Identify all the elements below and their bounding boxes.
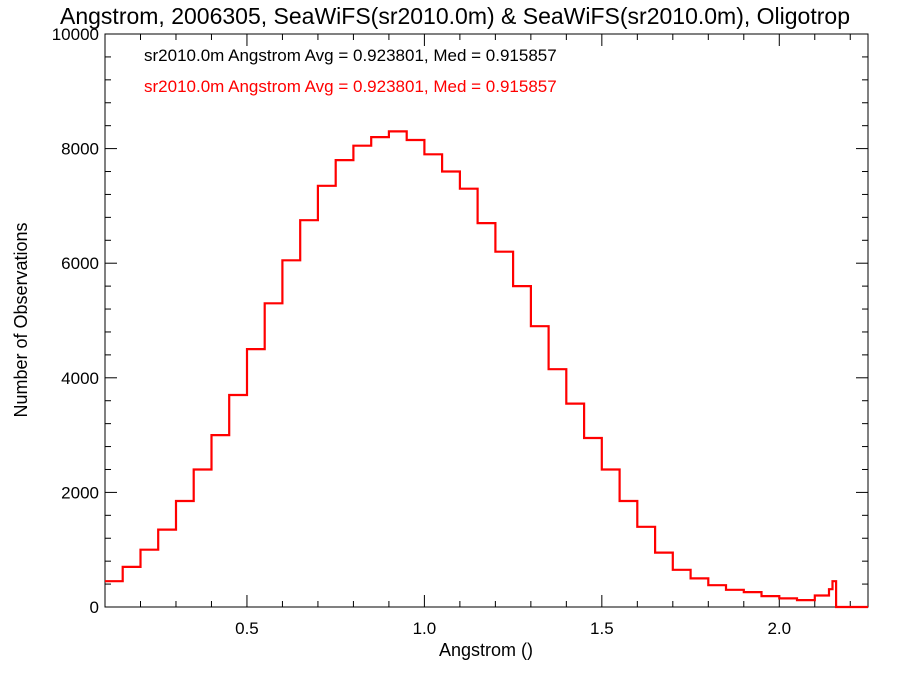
x-axis-label: Angstrom () (439, 640, 533, 660)
plot-frame (104, 33, 869, 608)
y-axis: 0 2000 4000 6000 8000 10000 (52, 25, 868, 617)
annotation-red: sr2010.0m Angstrom Avg = 0.923801, Med =… (144, 77, 557, 96)
y-tick-label: 0 (90, 598, 99, 617)
y-tick-label: 10000 (52, 25, 99, 44)
y-axis-label: Number of Observations (11, 222, 31, 417)
y-tick-label: 6000 (61, 254, 99, 273)
x-tick-label: 1.5 (590, 619, 614, 638)
x-tick-label: 0.5 (235, 619, 259, 638)
histogram-series-line (105, 130, 868, 609)
y-tick-label: 4000 (61, 369, 99, 388)
annotation-black: sr2010.0m Angstrom Avg = 0.923801, Med =… (144, 46, 557, 65)
chart-title: Angstrom, 2006305, SeaWiFS(sr2010.0m) & … (60, 3, 850, 29)
x-axis: 0.5 1.0 1.5 2.0 (139, 34, 851, 638)
x-tick-label: 2.0 (767, 619, 791, 638)
y-tick-label: 2000 (61, 483, 99, 502)
x-tick-label: 1.0 (413, 619, 437, 638)
y-tick-label: 8000 (61, 140, 99, 159)
